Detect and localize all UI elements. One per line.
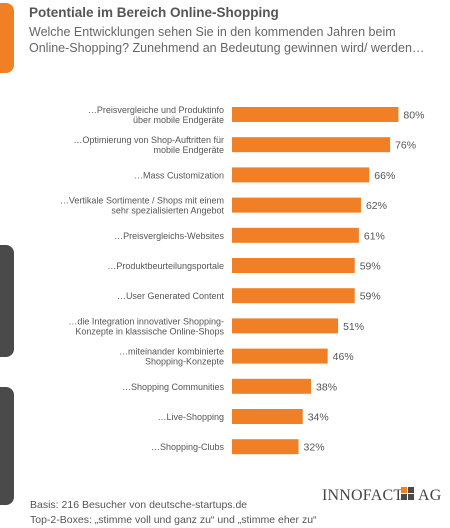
bar-4 [232, 197, 361, 213]
value-label-2: 76% [395, 140, 416, 152]
bar-1 [232, 107, 399, 122]
category-label-12: …Shopping-Clubs [151, 442, 225, 452]
value-label-12: 32% [304, 442, 325, 454]
value-label-5: 61% [364, 230, 385, 242]
value-label-6: 59% [360, 261, 381, 273]
value-label-4: 62% [366, 200, 387, 212]
orange-side-tab [0, 3, 14, 73]
footer-basis: Basis: 216 Besucher von deutsche-startup… [30, 499, 248, 511]
value-label-3: 66% [374, 170, 395, 182]
value-label-10: 38% [316, 381, 337, 393]
logo-text-ag: AG [418, 487, 442, 504]
category-label-10: …Shopping Communities [122, 382, 225, 392]
footer-top2: Top-2-Boxes: „stimme voll und ganz zu“ u… [30, 514, 317, 526]
category-label-11: …Live-Shopping [157, 412, 224, 422]
category-label-5: …Preisvergleichs-Websites [114, 231, 224, 241]
category-label-8: …die Integration innovativer Shopping-Ko… [68, 316, 224, 336]
bar-10 [232, 378, 312, 394]
value-label-9: 46% [333, 351, 354, 363]
logo-text-innofact: INNOFACT [322, 487, 404, 504]
category-label-1: …Preisvergleiche und Produktinfo über mob… [88, 105, 224, 125]
gray-side-tab-2 [0, 387, 14, 505]
gray-side-tab-1 [0, 245, 14, 357]
value-label-7: 59% [360, 291, 381, 303]
bar-3 [232, 167, 370, 183]
value-label-1: 80% [403, 110, 424, 122]
category-label-2: …Optimierung von Shop-Auftritten für mobi… [73, 135, 224, 155]
category-label-3: …Mass Customization [134, 170, 224, 180]
bar-6 [232, 258, 355, 273]
value-label-8: 51% [343, 321, 364, 333]
chart-subtitle: Welche Entwicklungen sehen Sie in den ko… [29, 25, 425, 55]
innofact-logo: INNOFACT AG [322, 485, 446, 511]
bar-2 [232, 137, 391, 153]
logo-squares-icon [401, 487, 415, 501]
bar-8 [232, 318, 339, 334]
category-label-7: …User Generated Content [117, 291, 225, 301]
value-label-11: 34% [308, 412, 329, 424]
bar-11 [232, 409, 303, 424]
category-label-9: …miteinander kombinierte Shopping-Konzept… [119, 347, 224, 367]
bar-5 [232, 227, 359, 243]
chart-title: Potentiale im Bereich Online-Shopping [29, 5, 279, 20]
bar-9 [232, 348, 328, 364]
bar-12 [232, 439, 299, 455]
category-label-4: …Vertikale Sortimente / Shops mit einem s… [60, 196, 225, 216]
category-label-6: …Produktbeurteilungsportale [107, 261, 224, 271]
bar-7 [232, 288, 355, 304]
